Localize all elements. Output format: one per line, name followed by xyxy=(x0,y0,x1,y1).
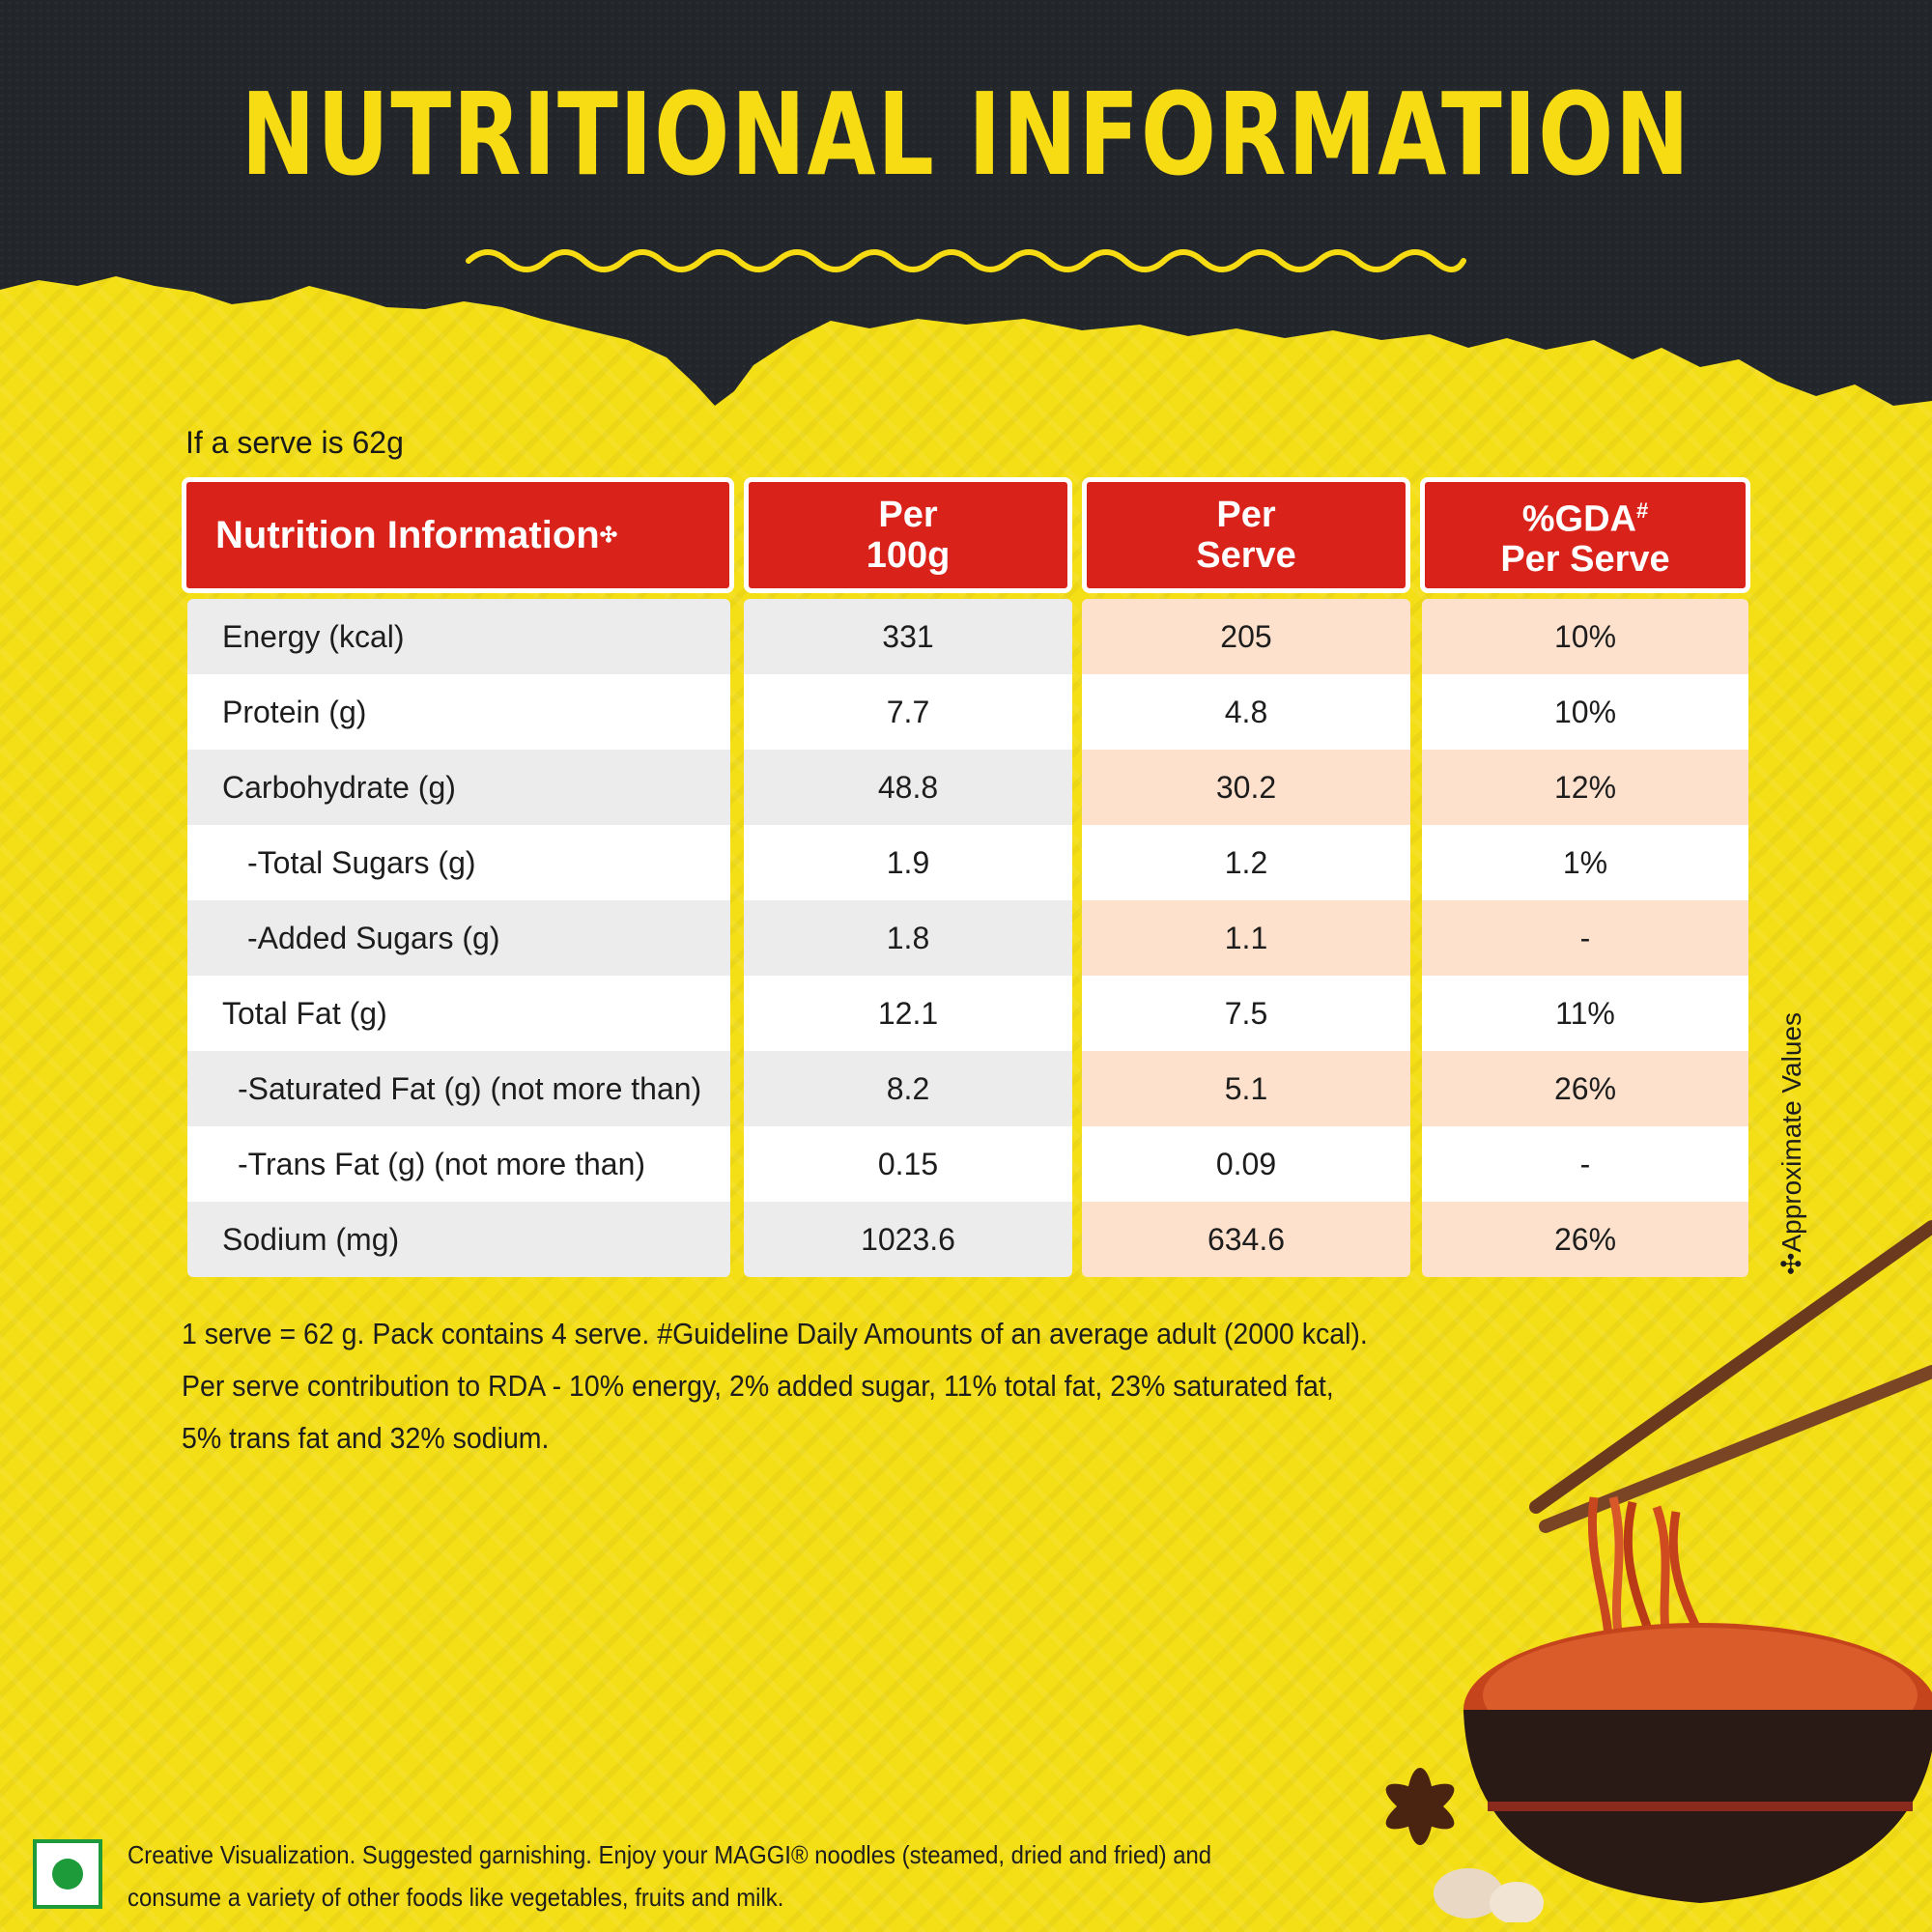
footnote-line: 1 serve = 62 g. Pack contains 4 serve. #… xyxy=(182,1317,1368,1350)
gda-value: 26% xyxy=(1422,1202,1748,1277)
slate-header-banner xyxy=(0,0,1932,406)
per-serve-value: 5.1 xyxy=(1082,1051,1410,1126)
nutrient-name: -Saturated Fat (g) (not more than) xyxy=(187,1051,730,1126)
serve-size-note: If a serve is 62g xyxy=(185,425,404,460)
gda-value: 12% xyxy=(1422,750,1748,825)
nutrient-name: -Total Sugars (g) xyxy=(187,825,730,900)
gda-value: 1% xyxy=(1422,825,1748,900)
disclaimer-line: Creative Visualization. Suggested garnis… xyxy=(128,1840,1212,1869)
header-gda-line2: Per Serve xyxy=(1500,539,1670,581)
nutrient-name: Sodium (mg) xyxy=(187,1202,730,1277)
header-per100-line2: 100g xyxy=(866,535,951,576)
header-serve-line2: Serve xyxy=(1196,535,1296,576)
nutrient-name: -Trans Fat (g) (not more than) xyxy=(187,1126,730,1202)
nutrient-name: -Added Sugars (g) xyxy=(187,900,730,976)
per-serve-value: 1.2 xyxy=(1082,825,1410,900)
nutrient-name: Total Fat (g) xyxy=(187,976,730,1051)
header-per100-line1: Per xyxy=(878,495,938,535)
header-gda-per-serve: %GDA# Per Serve xyxy=(1420,477,1750,593)
per-serve-value: 30.2 xyxy=(1082,750,1410,825)
gda-column: 10% 10% 12% 1% - 11% 26% - 26% xyxy=(1422,599,1748,1277)
footnote-line: 5% trans fat and 32% sodium. xyxy=(182,1421,550,1455)
gda-value: - xyxy=(1422,1126,1748,1202)
header-per-serve: Per Serve xyxy=(1082,477,1410,593)
per100-value: 0.15 xyxy=(744,1126,1072,1202)
per100-value: 12.1 xyxy=(744,976,1072,1051)
gda-value: 11% xyxy=(1422,976,1748,1051)
approx-mark: ✣ xyxy=(599,523,618,547)
page-title: NUTRITIONAL INFORMATION xyxy=(241,68,1691,201)
footnotes: 1 serve = 62 g. Pack contains 4 serve. #… xyxy=(182,1308,1426,1464)
header-nutrient-label: Nutrition Information xyxy=(215,514,600,556)
disclaimer-line: consume a variety of other foods like ve… xyxy=(128,1883,784,1912)
nutrient-name: Protein (g) xyxy=(187,674,730,750)
noodle-bowl-illustration xyxy=(1385,1220,1932,1922)
gda-value: 10% xyxy=(1422,599,1748,674)
nutrient-name: Energy (kcal) xyxy=(187,599,730,674)
per-serve-value: 1.1 xyxy=(1082,900,1410,976)
gda-value: 26% xyxy=(1422,1051,1748,1126)
veg-symbol-icon xyxy=(33,1839,102,1909)
per-serve-column: 205 4.8 30.2 1.2 1.1 7.5 5.1 0.09 634.6 xyxy=(1082,599,1410,1277)
header-nutrition-information: Nutrition Information ✣ xyxy=(182,477,734,593)
header-per-100g: Per 100g xyxy=(744,477,1072,593)
per100-value: 7.7 xyxy=(744,674,1072,750)
per-serve-value: 7.5 xyxy=(1082,976,1410,1051)
per-100g-column: 331 7.7 48.8 1.9 1.8 12.1 8.2 0.15 1023.… xyxy=(744,599,1072,1277)
per100-value: 1023.6 xyxy=(744,1202,1072,1277)
per-serve-value: 0.09 xyxy=(1082,1126,1410,1202)
gda-value: 10% xyxy=(1422,674,1748,750)
nutrient-name: Carbohydrate (g) xyxy=(187,750,730,825)
per-serve-value: 4.8 xyxy=(1082,674,1410,750)
footnote-line: Per serve contribution to RDA - 10% ener… xyxy=(182,1369,1334,1403)
per-serve-value: 634.6 xyxy=(1082,1202,1410,1277)
gda-value: - xyxy=(1422,900,1748,976)
header-gda-line1: %GDA xyxy=(1521,498,1636,540)
per100-value: 1.8 xyxy=(744,900,1072,976)
per100-value: 8.2 xyxy=(744,1051,1072,1126)
disclaimer: Creative Visualization. Suggested garnis… xyxy=(128,1833,1247,1918)
per100-value: 331 xyxy=(744,599,1072,674)
per-serve-value: 205 xyxy=(1082,599,1410,674)
per100-value: 48.8 xyxy=(744,750,1072,825)
per100-value: 1.9 xyxy=(744,825,1072,900)
nutrient-name-column: Energy (kcal) Protein (g) Carbohydrate (… xyxy=(187,599,730,1277)
noodle-squiggle-divider xyxy=(466,249,1466,272)
gda-mark: # xyxy=(1635,497,1649,523)
header-serve-line1: Per xyxy=(1216,495,1276,535)
